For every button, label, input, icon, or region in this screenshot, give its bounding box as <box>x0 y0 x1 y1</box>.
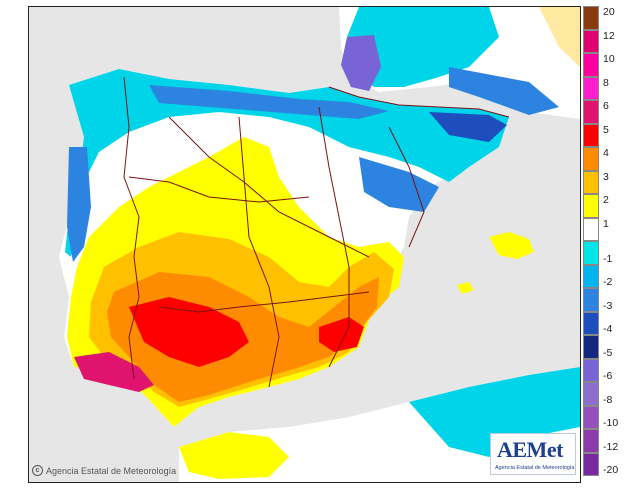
legend-label: -8 <box>603 393 613 406</box>
cantabria-blue-area <box>149 85 389 119</box>
region-borders <box>123 76 510 388</box>
spain-portugal-border <box>123 76 140 380</box>
legend-label: -12 <box>603 440 619 453</box>
legend-label: 4 <box>603 147 609 159</box>
legend-swatch <box>583 217 599 241</box>
interior-border-4 <box>158 291 370 313</box>
africa-warm-area <box>179 432 289 479</box>
map-credit: c Agencia Estatal de Meteorología <box>32 465 176 476</box>
legend-swatch <box>583 452 599 476</box>
legend-label: -2 <box>603 276 613 288</box>
copyright-icon: c <box>32 465 43 476</box>
north-cold-band <box>65 69 509 257</box>
logo-text: AEMet <box>497 437 563 462</box>
legend-swatch <box>583 53 599 77</box>
spain-france-border <box>328 86 510 118</box>
credit-text: Agencia Estatal de Meteorología <box>46 465 177 476</box>
aemet-logo: AEMet Agencia Estatal de Meteorología <box>490 433 576 475</box>
legend-label: -3 <box>603 299 613 312</box>
legend-swatch <box>583 241 599 265</box>
legend-swatch <box>583 335 599 359</box>
logo-subtitle: Agencia Estatal de Meteorología <box>495 465 575 471</box>
legend-swatch <box>583 100 599 124</box>
legend-label: 12 <box>603 29 615 42</box>
legend-swatch <box>583 6 599 30</box>
southwest-magenta <box>74 352 154 392</box>
legend-swatch <box>583 170 599 194</box>
legend-label: 6 <box>603 100 609 112</box>
france-warm-strip <box>539 7 580 67</box>
legend-label: -6 <box>603 370 613 382</box>
legend-label: 3 <box>603 170 609 183</box>
legend-label: 10 <box>603 53 615 65</box>
legend-label: -20 <box>603 464 619 476</box>
legend-swatch <box>583 382 599 406</box>
legend-label: 5 <box>603 123 609 136</box>
guadalquivir-red <box>129 297 249 367</box>
interior-border-1 <box>168 116 370 258</box>
balearic-islands <box>489 232 534 259</box>
balearic-island-small <box>457 282 474 294</box>
basque-violet-area <box>341 35 381 91</box>
legend-label: -1 <box>603 252 613 265</box>
interior-border-3 <box>318 106 350 368</box>
legend-swatch <box>583 288 599 312</box>
anomaly-map <box>28 6 581 483</box>
legend-swatch <box>583 405 599 429</box>
legend-swatch <box>583 429 599 453</box>
interior-border-2 <box>238 116 280 388</box>
legend-swatch <box>583 29 599 53</box>
interior-border-5 <box>388 126 425 248</box>
southeast-red <box>319 317 364 352</box>
legend-swatch <box>583 147 599 171</box>
legend-swatch <box>583 358 599 382</box>
pyrenees-dark-blue <box>429 112 507 142</box>
legend-swatch <box>583 264 599 288</box>
legend-swatch <box>583 123 599 147</box>
legend-label: 8 <box>603 76 609 89</box>
legend-label: -4 <box>603 323 613 335</box>
legend-label: 1 <box>603 217 609 230</box>
color-scale-legend: 20 12 10 8 6 5 4 3 2 1 -1 -2 -3 -4 -5 -6 -8 -10 -12 -20 <box>583 6 629 476</box>
france-pyrenees-cold <box>449 67 559 115</box>
interior-border-6 <box>128 176 310 203</box>
legend-label: -5 <box>603 346 613 359</box>
legend-swatch <box>583 76 599 100</box>
west-coast-blue <box>67 147 91 262</box>
legend-swatch <box>583 311 599 335</box>
temperature-anomaly-map <box>29 7 580 482</box>
legend-label: 20 <box>603 6 615 18</box>
legend-swatch <box>583 194 599 218</box>
legend-label: -10 <box>603 417 619 429</box>
france-cold-area <box>347 7 499 87</box>
legend-label: 2 <box>603 194 609 206</box>
